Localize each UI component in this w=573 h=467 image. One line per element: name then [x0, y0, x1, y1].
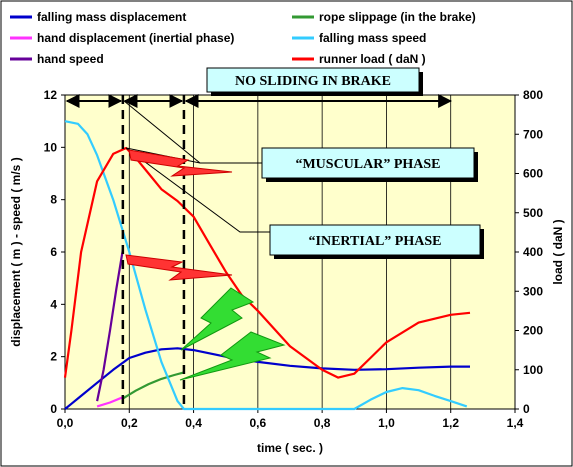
- y-left-tick-label: 6: [50, 245, 57, 259]
- x-tick-label: 1,4: [507, 416, 524, 430]
- callouts: NO SLIDING IN BRAKE “MUSCULAR” PHASE “INER…: [122, 67, 484, 381]
- x-tick-label: 0,8: [314, 416, 331, 430]
- y-left-tick-label: 8: [50, 193, 57, 207]
- legend-label-falling-mass-speed: falling mass speed: [319, 31, 426, 45]
- y-right-tick-label: 300: [523, 284, 543, 298]
- green-bolt-icon: [180, 287, 255, 351]
- series-line-rope-slippage-in-the-brake: [122, 371, 185, 400]
- series-line-falling-mass-speed: [64, 120, 468, 411]
- legend-label-falling-mass-displacement: falling mass displacement: [37, 10, 186, 24]
- no-sliding-callout-box: [206, 67, 420, 93]
- inertial-callout-text: “INERTIAL” PHASE: [309, 234, 442, 249]
- y-right-tick-label: 400: [523, 245, 543, 259]
- y-right-tick-label: 200: [523, 324, 543, 338]
- muscular-callout-box: [261, 147, 475, 179]
- x-tick-label: 1,2: [442, 416, 459, 430]
- x-tick-label: 0,0: [57, 416, 74, 430]
- phase-lines: [65, 94, 453, 409]
- x-tick-label: 0,6: [250, 416, 267, 430]
- inertial-leader: [125, 147, 270, 233]
- y-right-tick-label: 800: [523, 88, 543, 102]
- y-right-tick-label: 500: [523, 206, 543, 220]
- x-tick-label: 1,0: [378, 416, 395, 430]
- series-line-runner-load-dan: [63, 146, 471, 379]
- legend-label-hand-speed: hand speed: [37, 52, 104, 66]
- red-bolt-icon: [128, 149, 233, 177]
- y-right-tick-label: 0: [523, 402, 530, 416]
- y-right-tick-label: 100: [523, 363, 543, 377]
- x-tick-label: 0,4: [185, 416, 202, 430]
- y-right-tick-label: 600: [523, 167, 543, 181]
- series-line-hand-speed: [96, 249, 124, 402]
- axes: 0,0 0,2 0,4 0,6 0,8 1,0 1,2 1,40246810120100200…: [9, 88, 565, 455]
- y-right-tick-label: 700: [523, 127, 543, 141]
- muscular-callout-text: “MUSCULAR” PHASE: [295, 157, 440, 172]
- y-left-axis-label: displacement ( m ) - speed ( m/s ): [9, 157, 23, 346]
- y-right-axis-label: load ( daN ): [551, 219, 565, 284]
- y-left-tick-label: 4: [50, 297, 57, 311]
- green-bolt-icon: [179, 331, 286, 381]
- y-left-tick-label: 2: [50, 350, 57, 364]
- series-group: [63, 120, 471, 411]
- x-tick-label: 0,2: [121, 416, 138, 430]
- legend-label-hand-displacement-inertial-phase: hand displacement (inertial phase): [37, 31, 234, 45]
- series-line-hand-displacement-inertial-phase: [96, 396, 124, 408]
- legend-label-runner-load-dan: runner load ( daN ): [319, 52, 426, 66]
- muscular-leader-2: [122, 99, 201, 164]
- x-axis-label: time ( sec. ): [257, 441, 323, 455]
- red-bolt-icon: [125, 254, 233, 281]
- legend-label-rope-slippage-in-the-brake: rope slippage (in the brake): [319, 10, 476, 24]
- legend: falling mass displacement rope slippage (…: [10, 10, 476, 66]
- y-left-tick-label: 12: [44, 88, 58, 102]
- inertial-callout-box: [269, 224, 481, 256]
- y-left-tick-label: 0: [50, 402, 57, 416]
- y-left-tick-label: 10: [44, 140, 58, 154]
- no-sliding-callout-text: NO SLIDING IN BRAKE: [235, 74, 391, 89]
- series-line-falling-mass-displacement: [64, 347, 470, 410]
